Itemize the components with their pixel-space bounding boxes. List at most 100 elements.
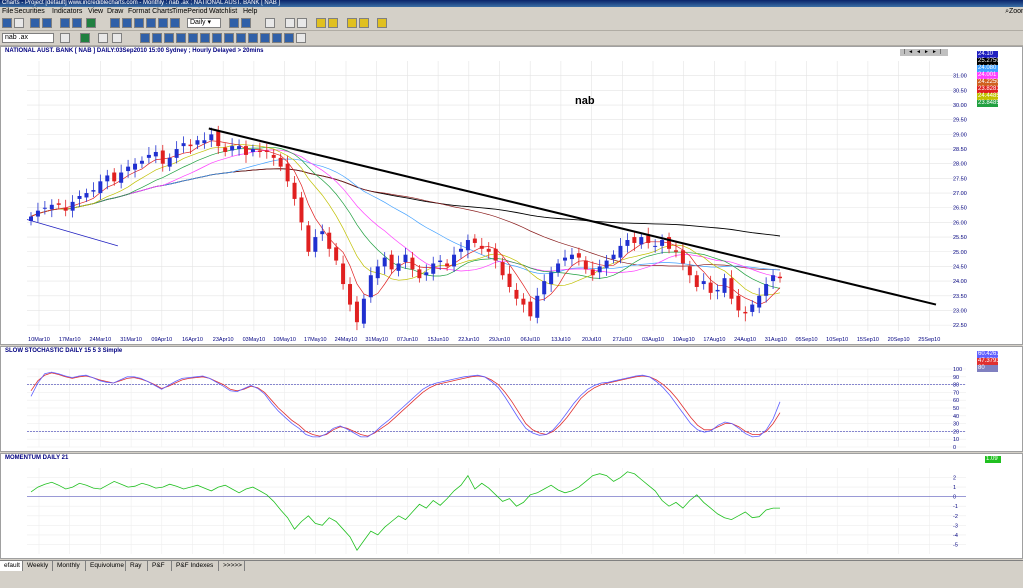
candle-icon[interactable] [60, 18, 70, 28]
price-x-tick: 10May10 [273, 337, 296, 343]
indicator-icon[interactable] [158, 18, 168, 28]
filter-icon[interactable] [112, 33, 122, 43]
info-icon[interactable] [86, 18, 96, 28]
period-value: Daily [190, 19, 206, 26]
tab-weekly[interactable]: Weekly [23, 561, 53, 571]
draw-channel-icon[interactable] [152, 33, 162, 43]
delete-icon[interactable] [297, 18, 307, 28]
candle-body [112, 172, 117, 182]
draw-horizontal-icon[interactable] [164, 33, 174, 43]
find-icon[interactable] [98, 33, 108, 43]
price-y-tick: 25.50 [953, 235, 967, 241]
line-chart-icon[interactable] [42, 18, 52, 28]
momentum-panel[interactable]: 2 1 0 -1 -2 -3 -4 -5 MOMENTUM DAILY 21 1.09 [0, 453, 1023, 559]
zoom-button[interactable]: ⌕ Zoom [1005, 7, 1023, 17]
tab-more[interactable]: >>>>> [219, 561, 245, 571]
tab-pf-indexes[interactable]: P&F Indexes [172, 561, 219, 571]
candle-body [195, 140, 200, 145]
menu-watchlist[interactable]: Watchlist [209, 8, 238, 15]
flag-icon[interactable] [347, 18, 357, 28]
zoom-out-icon[interactable] [241, 18, 251, 28]
tab-default[interactable]: efault [0, 561, 23, 571]
draw-line-icon[interactable] [140, 33, 150, 43]
menu-view[interactable]: View [88, 8, 104, 15]
alert-down-icon[interactable] [328, 18, 338, 28]
candle-body [146, 154, 151, 158]
open-icon[interactable] [2, 18, 12, 28]
save-icon[interactable] [285, 18, 295, 28]
candle-body [715, 289, 720, 292]
menu-draw[interactable]: Draw [107, 8, 124, 15]
candle-body [410, 257, 415, 270]
stochastic-title: SLOW STOCHASTIC DAILY 15 5 3 Simple [5, 348, 123, 354]
price-x-tick: 15Sep10 [857, 337, 879, 343]
price-x-tick: 31May10 [365, 337, 388, 343]
draw-box-icon[interactable] [236, 33, 246, 43]
stochastic-panel[interactable]: 100 90 80 70 60 50 40 30 20 10 0 SLOW STOCHASTIC D… [0, 346, 1023, 452]
draw-cycle-icon[interactable] [212, 33, 222, 43]
previous-security-icon[interactable] [60, 33, 70, 43]
menu-securities[interactable]: Securities [14, 8, 45, 15]
draw-fan-icon[interactable] [176, 33, 186, 43]
candle-body [320, 231, 325, 235]
candle-body [313, 237, 318, 252]
menu-indicators[interactable]: Indicators [52, 8, 83, 15]
price-x-tick: 07Jun10 [397, 337, 418, 343]
candle-body [271, 154, 276, 158]
price-chart-svg[interactable]: 31.00 30.50 30.00 29.50 29.00 28.50 28.00 27.50… [1, 47, 1022, 344]
menu-help[interactable]: Help [243, 8, 258, 15]
draw-speed-icon[interactable] [224, 33, 234, 43]
candle-body [243, 146, 248, 155]
price-x-tick: 31Aug10 [765, 337, 787, 343]
period-select[interactable]: Daily ▾ [187, 18, 221, 28]
zoom-in-icon[interactable] [229, 18, 239, 28]
draw-fibonacci-icon[interactable] [188, 33, 198, 43]
draw-select-icon[interactable] [272, 33, 282, 43]
grid-icon[interactable] [110, 18, 120, 28]
draw-retracement-icon[interactable] [200, 33, 210, 43]
momentum-title: MOMENTUM DAILY 21 [5, 455, 69, 461]
log-scale-icon[interactable] [134, 18, 144, 28]
tab-monthly[interactable]: Monthly [53, 561, 86, 571]
draw-text-icon[interactable] [248, 33, 258, 43]
tab-ray[interactable]: Ray [126, 561, 148, 571]
notes-icon[interactable] [377, 18, 387, 28]
tab-equivolume[interactable]: Equivolume [86, 561, 126, 571]
alert-up-icon[interactable] [316, 18, 326, 28]
nav-next-button[interactable]: ► [924, 49, 932, 55]
print-icon[interactable] [265, 18, 275, 28]
nav-last-button[interactable]: ►| [931, 49, 945, 55]
draw-erase-icon[interactable] [284, 33, 294, 43]
price-x-tick: 15Jun10 [428, 337, 449, 343]
bar-chart-icon[interactable] [30, 18, 40, 28]
candle-body [133, 163, 138, 170]
candle-body [341, 263, 346, 285]
nav-prev-button[interactable]: ◄ [916, 49, 924, 55]
momentum-svg[interactable]: 2 1 0 -1 -2 -3 -4 -5 [1, 454, 1022, 558]
chart-navigation[interactable]: |◄◄►►| [900, 49, 948, 56]
price-y-tick: 27.50 [953, 176, 967, 182]
candle-body [680, 250, 685, 264]
volume-icon[interactable] [146, 18, 156, 28]
draw-arrow-icon[interactable] [260, 33, 270, 43]
close-drawing-icon[interactable] [296, 33, 306, 43]
compare-icon[interactable] [170, 18, 180, 28]
percent-icon[interactable] [122, 18, 132, 28]
candle-body [736, 295, 741, 311]
nav-first-button[interactable]: |◄ [903, 49, 917, 55]
tab-pf[interactable]: P&F [148, 561, 172, 571]
security-select[interactable]: nab .ax [2, 33, 54, 43]
star-icon[interactable] [359, 18, 369, 28]
candle-body [708, 282, 713, 293]
price-chart-panel[interactable]: 31.00 30.50 30.00 29.50 29.00 28.50 28.00 27.50… [0, 46, 1023, 345]
crosshair-icon[interactable] [72, 18, 82, 28]
candle-body [632, 237, 637, 243]
menu-file[interactable]: File [2, 8, 14, 15]
new-chart-icon[interactable] [14, 18, 24, 28]
go-icon[interactable] [80, 33, 90, 43]
indicator-y-tick: 70 [953, 390, 959, 396]
menu-timeperiod[interactable]: TimePeriod [172, 8, 208, 15]
menu-format-charts[interactable]: Format Charts [128, 8, 173, 15]
candle-body [583, 260, 588, 270]
